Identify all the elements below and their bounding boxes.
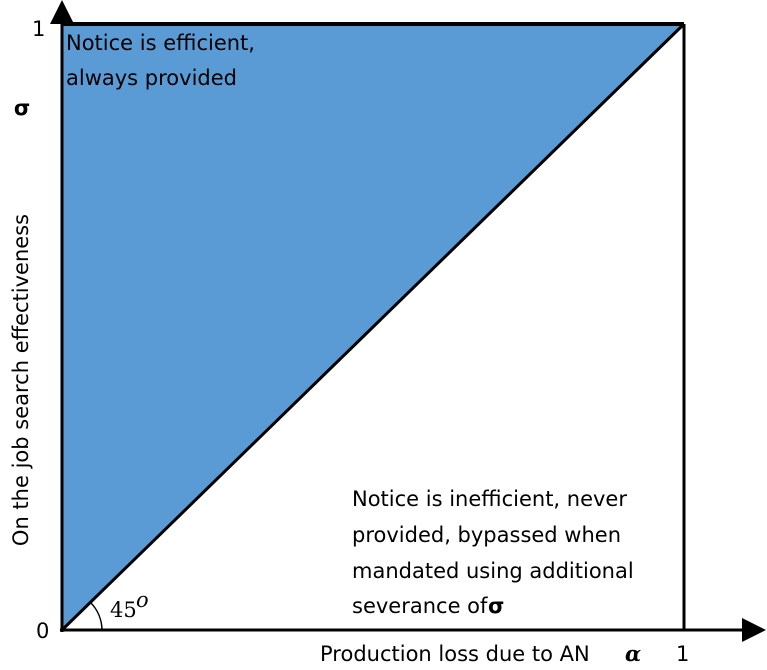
y-axis-label: On the job search effectiveness bbox=[9, 214, 33, 546]
origin-label: 0 bbox=[36, 619, 49, 643]
x-axis-label: Production loss due to AN bbox=[320, 642, 590, 666]
upper-text: Notice is efficient, bbox=[66, 31, 255, 55]
y-symbol: σ bbox=[14, 96, 30, 120]
x-symbol: α bbox=[625, 641, 641, 666]
upper-text: always provided bbox=[66, 66, 237, 90]
angle-unit: o bbox=[136, 588, 149, 612]
lower-text: Notice is inefficient, never bbox=[352, 487, 627, 511]
lower-text: provided, bypassed when bbox=[352, 523, 621, 547]
lower-symbol: σ bbox=[488, 594, 504, 618]
lower-text: severance of bbox=[352, 594, 488, 618]
x-max-label: 1 bbox=[676, 642, 689, 666]
diagonal bbox=[60, 22, 686, 632]
y-max-label: 1 bbox=[32, 17, 45, 41]
lower-text: mandated using additional bbox=[352, 559, 634, 583]
angle-arc bbox=[89, 601, 103, 631]
angle-value: 45 bbox=[110, 598, 137, 622]
